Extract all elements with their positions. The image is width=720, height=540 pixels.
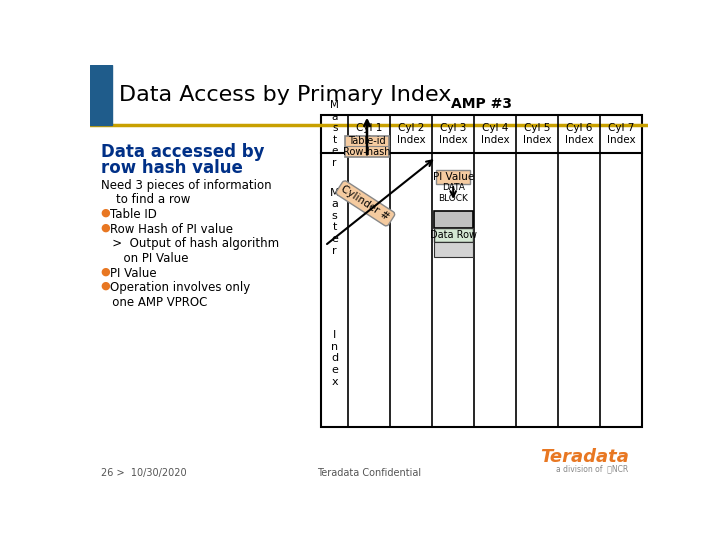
Bar — [321, 115, 642, 427]
Text: row hash value: row hash value — [101, 159, 243, 177]
Text: Cyl 3
Index: Cyl 3 Index — [439, 123, 467, 145]
Text: Operation involves only: Operation involves only — [110, 281, 251, 294]
Bar — [433, 228, 472, 242]
Text: M
a
s
t
e
r: M a s t e r — [330, 100, 339, 168]
Text: Data Access by Primary Index: Data Access by Primary Index — [120, 85, 452, 105]
Text: Table ID: Table ID — [110, 208, 157, 221]
Bar — [345, 136, 390, 157]
Text: a division of  ⓃNCR: a division of ⓃNCR — [557, 464, 629, 474]
Text: M
a
s
t
e
r: M a s t e r — [330, 188, 340, 255]
Text: Cyl 6
Index: Cyl 6 Index — [564, 123, 593, 145]
Text: Teradata: Teradata — [540, 449, 629, 467]
Text: I
n
d
e
x: I n d e x — [331, 330, 338, 387]
Text: one AMP VPROC: one AMP VPROC — [101, 296, 207, 309]
Text: Data accessed by: Data accessed by — [101, 143, 264, 161]
Text: Data Row: Data Row — [430, 230, 477, 240]
Text: 26 >  10/30/2020: 26 > 10/30/2020 — [101, 468, 186, 478]
Text: >  Output of hash algorithm: > Output of hash algorithm — [101, 237, 279, 250]
Text: Cyl 1
Index: Cyl 1 Index — [355, 123, 384, 145]
Text: Cyl 5
Index: Cyl 5 Index — [523, 123, 552, 145]
Bar — [433, 211, 472, 228]
Text: DATA
BLOCK: DATA BLOCK — [438, 183, 468, 204]
Text: PI Value: PI Value — [433, 172, 474, 182]
Bar — [433, 242, 472, 257]
Text: Teradata Confidential: Teradata Confidential — [317, 468, 421, 478]
Text: Row-hash: Row-hash — [343, 147, 391, 157]
Text: Cylinder #: Cylinder # — [340, 184, 392, 222]
Text: ●: ● — [101, 281, 111, 291]
Text: on PI Value: on PI Value — [101, 252, 189, 265]
Text: PI Value: PI Value — [110, 267, 157, 280]
Text: AMP #3: AMP #3 — [451, 97, 512, 111]
Text: ●: ● — [101, 222, 111, 232]
Text: Table-id: Table-id — [348, 136, 386, 146]
Text: Cyl 4
Index: Cyl 4 Index — [481, 123, 510, 145]
Text: Row Hash of PI value: Row Hash of PI value — [110, 222, 233, 235]
Bar — [436, 170, 470, 184]
Text: to find a row: to find a row — [101, 193, 190, 206]
Text: ●: ● — [101, 208, 111, 218]
Text: Cyl 2
Index: Cyl 2 Index — [397, 123, 426, 145]
Text: Need 3 pieces of information: Need 3 pieces of information — [101, 179, 271, 192]
Text: Cyl 7
Index: Cyl 7 Index — [606, 123, 635, 145]
Bar — [90, 65, 112, 125]
Text: ●: ● — [101, 266, 111, 276]
